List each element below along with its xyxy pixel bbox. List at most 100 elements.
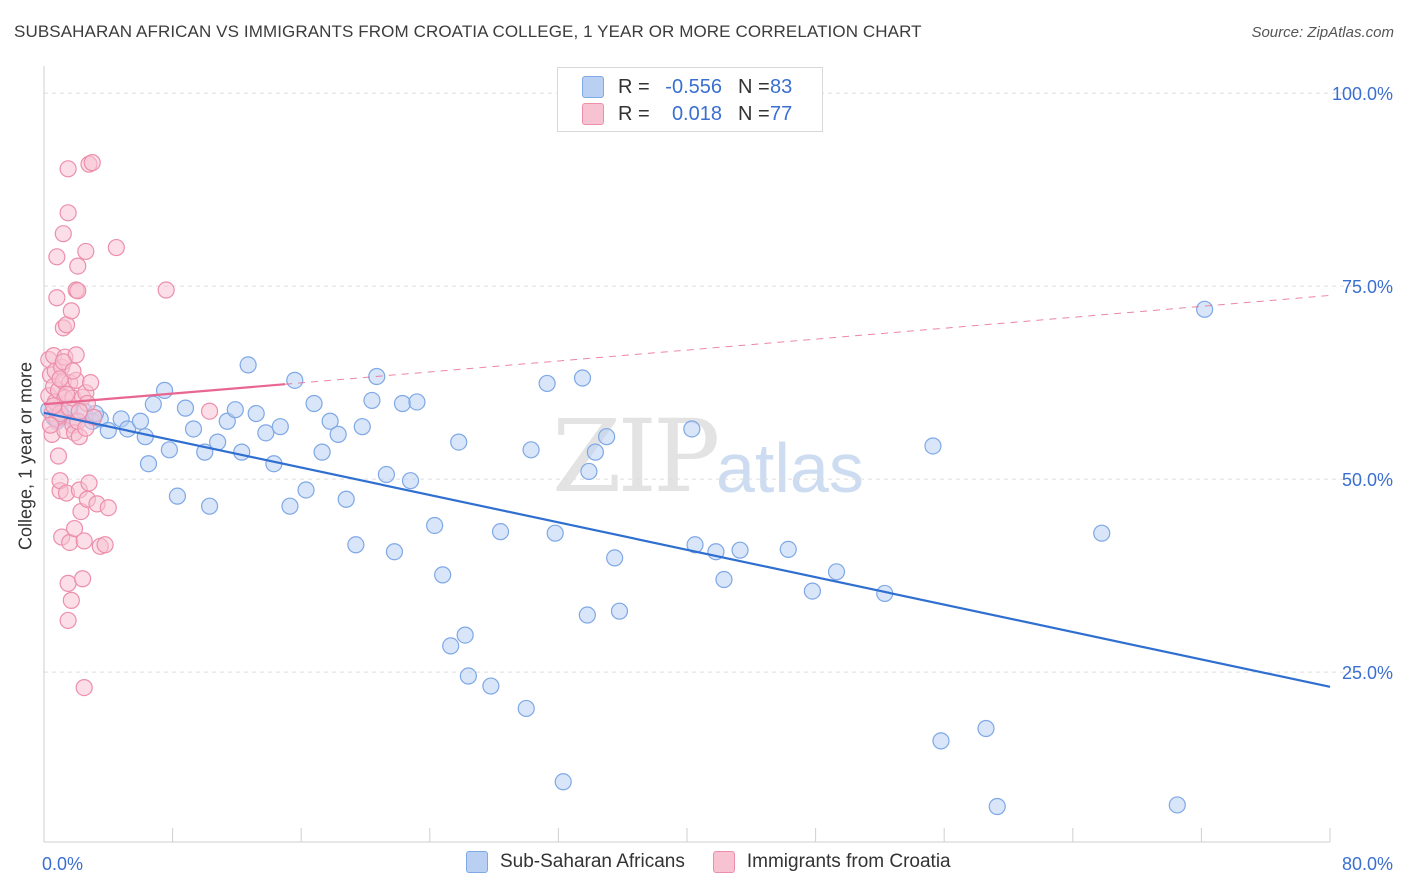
croatia-point: [107, 238, 125, 257]
croatia-point: [69, 282, 87, 300]
correlation-legend: R = -0.556 N = 83 R = 0.018 N = 77: [557, 67, 823, 132]
croatia-point: [82, 374, 100, 392]
subsaharan-point: [932, 732, 950, 750]
pink-swatch: [582, 103, 604, 125]
subsaharan-point: [139, 455, 158, 473]
r-label: R =: [618, 102, 650, 125]
croatia-point: [75, 532, 93, 550]
croatia-point: [77, 242, 95, 261]
subsaharan-point: [329, 425, 347, 443]
n-value: 83: [770, 75, 793, 98]
croatia-point: [64, 362, 82, 380]
croatia-point: [77, 419, 95, 437]
subsaharan-point: [176, 399, 195, 417]
croatia-point: [200, 402, 219, 420]
croatia-point: [75, 678, 93, 697]
croatia-point: [54, 225, 72, 243]
subsaharan-point: [233, 443, 251, 461]
watermark-atlas: atlas: [716, 429, 864, 507]
x-tick-label: 0.0%: [42, 854, 83, 874]
subsaharan-point: [482, 677, 500, 695]
series-legend: Sub-Saharan Africans Immigrants from Cro…: [466, 851, 979, 873]
source-label: Source: ZipAtlas.com: [1251, 24, 1394, 41]
subsaharan-trend-line: [43, 411, 1331, 688]
subsaharan-point: [456, 626, 474, 644]
subsaharan-point: [580, 462, 598, 481]
watermark-zip: ZIP: [552, 398, 720, 515]
croatia-point: [59, 204, 77, 222]
r-value: 0.018: [671, 102, 722, 125]
subsaharan-point: [977, 719, 995, 738]
subsaharan-point: [715, 570, 733, 589]
subsaharan-point: [538, 374, 556, 393]
subsaharan-point: [459, 667, 477, 685]
chart-title: SUBSAHARAN AFRICAN VS IMMIGRANTS FROM CR…: [14, 22, 922, 41]
croatia-point: [65, 519, 84, 538]
subsaharan-point: [924, 437, 942, 455]
subsaharan-point: [1168, 796, 1186, 814]
r-value: -0.556: [665, 75, 722, 98]
croatia-point: [83, 154, 101, 172]
croatia-point: [69, 257, 87, 275]
subsaharan-point: [353, 418, 371, 436]
subsaharan-point: [442, 637, 460, 655]
subsaharan-point: [239, 356, 257, 374]
subsaharan-point: [827, 563, 846, 581]
subsaharan-point: [426, 516, 444, 535]
subsaharan-point: [313, 443, 331, 461]
subsaharan-point: [779, 540, 797, 559]
subsaharan-point: [131, 412, 150, 430]
croatia-point: [157, 281, 175, 299]
subsaharan-point: [586, 443, 604, 461]
subsaharan-point: [297, 481, 315, 499]
subsaharan-point: [578, 606, 596, 624]
y-axis-label: College, 1 year or more: [15, 361, 36, 551]
subsaharan-point: [803, 582, 821, 600]
y-tick-label: 25.0%: [1342, 663, 1393, 683]
subsaharan-point: [610, 602, 629, 620]
subsaharan-point: [144, 395, 162, 413]
subsaharan-point: [598, 428, 616, 446]
subsaharan-point: [450, 433, 468, 451]
n-label: N =: [738, 75, 770, 98]
legend-item-croatia[interactable]: Immigrants from Croatia: [712, 851, 951, 873]
subsaharan-point: [491, 523, 510, 541]
n-value: 77: [770, 102, 793, 125]
croatia-point: [62, 302, 80, 320]
croatia-point: [62, 591, 80, 609]
subsaharan-point: [1196, 300, 1214, 318]
subsaharan-point: [393, 394, 412, 413]
y-tick-label: 75.0%: [1342, 277, 1393, 297]
legend-label: Sub-Saharan Africans: [500, 851, 685, 872]
x-tick-label: 80.0%: [1342, 854, 1393, 874]
croatia-point: [70, 402, 88, 420]
subsaharan-point: [321, 412, 339, 430]
subsaharan-point: [247, 404, 265, 423]
croatia-point: [96, 536, 114, 554]
subsaharan-point: [522, 441, 540, 459]
subsaharan-point: [606, 549, 624, 567]
subsaharan-point: [731, 541, 749, 559]
r-label: R =: [618, 75, 650, 98]
subsaharan-point: [686, 536, 704, 554]
croatia-point: [49, 447, 68, 465]
subsaharan-point: [226, 401, 244, 419]
subsaharan-point: [988, 797, 1006, 816]
croatia-point: [57, 385, 76, 403]
croatia-trend-line: [43, 383, 286, 406]
croatia-point: [51, 370, 69, 388]
subsaharan-point: [305, 394, 323, 413]
subsaharan-point: [1093, 524, 1111, 542]
legend-item-subsaharan[interactable]: Sub-Saharan Africans: [466, 851, 685, 873]
pink-swatch: [712, 851, 735, 873]
subsaharan-point: [184, 420, 203, 438]
subsaharan-point: [377, 465, 395, 484]
subsaharan-point: [136, 428, 154, 446]
subsaharan-point: [554, 773, 572, 791]
subsaharan-point: [546, 524, 564, 542]
croatia-point: [41, 416, 60, 434]
subsaharan-point: [683, 420, 701, 438]
subsaharan-point: [408, 393, 426, 411]
subsaharan-point: [286, 371, 304, 389]
